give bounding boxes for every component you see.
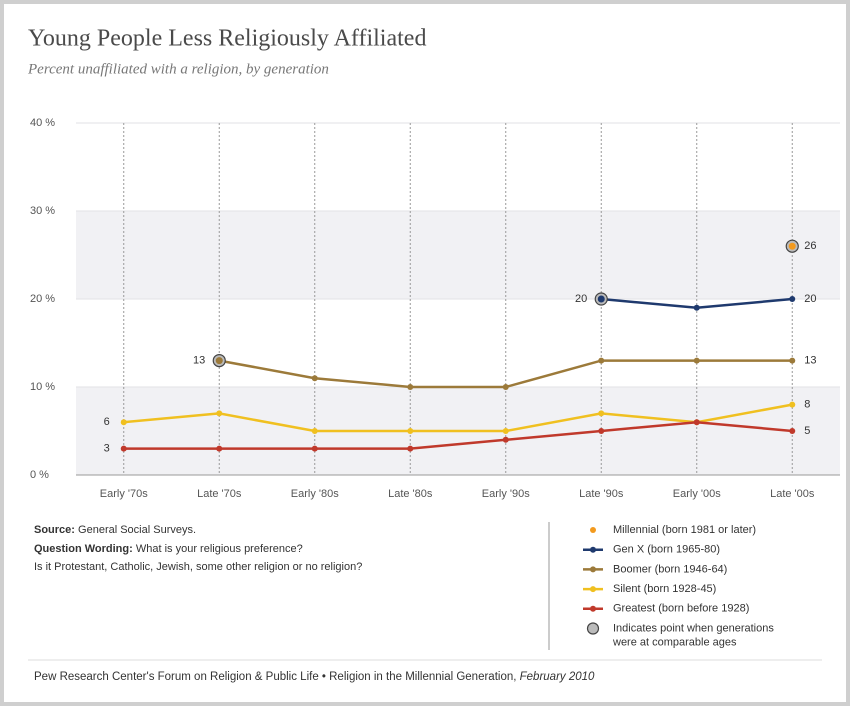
- point: [407, 428, 414, 434]
- legend-label: Boomer (born 1946-64): [613, 563, 727, 575]
- point: [789, 357, 796, 364]
- legend-label: Greatest (born before 1928): [613, 603, 749, 615]
- legend-label: Gen X (born 1965-80): [613, 544, 720, 556]
- point: [693, 304, 700, 311]
- legend-note: were at comparable ages: [612, 636, 737, 648]
- data-label: 26: [804, 240, 816, 252]
- x-tick-label: Early '80s: [291, 488, 339, 500]
- point: [789, 428, 796, 434]
- legend-note: Indicates point when generations: [613, 622, 774, 634]
- data-label: 20: [804, 293, 816, 305]
- legend-dot: [590, 586, 596, 593]
- source-note: Source: General Social Surveys.: [34, 524, 196, 536]
- series-line: [123, 420, 793, 450]
- question-text: What is your religious preference?: [136, 543, 303, 555]
- point: [693, 419, 700, 426]
- data-label: 8: [804, 399, 810, 411]
- point: [598, 357, 605, 364]
- data-label: 6: [104, 416, 110, 428]
- footer-date: February 2010: [520, 671, 595, 683]
- point: [407, 445, 414, 452]
- point: [502, 384, 509, 390]
- question-note: Question Wording: What is your religious…: [34, 543, 303, 555]
- series-line: [123, 403, 793, 433]
- chart-subtitle: Percent unaffiliated with a religion, by…: [27, 61, 329, 77]
- point: [407, 384, 414, 390]
- x-tick-label: Late '80s: [388, 488, 433, 500]
- point: [598, 410, 605, 417]
- point: [216, 410, 223, 417]
- question-text: Is it Protestant, Catholic, Jewish, some…: [34, 561, 362, 573]
- y-tick-label: 30 %: [30, 205, 55, 217]
- legend-dot: [590, 546, 596, 553]
- point: [788, 242, 796, 250]
- point: [120, 419, 127, 426]
- legend-dot: [590, 605, 596, 612]
- legend-ring: [586, 622, 600, 635]
- legend-dot: [590, 566, 596, 573]
- data-label: 20: [575, 293, 587, 305]
- band: [76, 211, 840, 299]
- y-tick-label: 20 %: [30, 293, 55, 305]
- y-tick-label: 40 %: [30, 117, 55, 129]
- x-tick-label: Late '00s: [770, 488, 815, 500]
- y-tick-label: 10 %: [30, 381, 55, 393]
- point: [789, 296, 796, 302]
- chart-title: Young People Less Religiously Affiliated: [28, 26, 426, 52]
- point: [502, 428, 509, 434]
- footer: Pew Research Center's Forum on Religion …: [34, 671, 595, 683]
- point: [311, 375, 318, 382]
- data-label: 13: [193, 355, 205, 367]
- x-tick-label: Early '00s: [673, 488, 721, 500]
- point: [311, 428, 318, 434]
- question-label: Question Wording:: [34, 543, 133, 555]
- x-tick-label: Early '90s: [482, 488, 530, 500]
- legend-dot: [590, 527, 596, 533]
- x-tick-label: Late '90s: [579, 488, 624, 500]
- point: [120, 445, 127, 452]
- data-label: 3: [104, 443, 110, 455]
- point: [502, 436, 509, 443]
- x-tick-label: Late '70s: [197, 488, 242, 500]
- point: [216, 445, 223, 452]
- legend-label: Silent (born 1928-45): [613, 583, 716, 595]
- point: [597, 295, 605, 303]
- point: [215, 357, 223, 365]
- legend-label: Millennial (born 1981 or later): [613, 524, 756, 536]
- source-label: Source:: [34, 524, 75, 536]
- point: [789, 401, 796, 408]
- data-label: 5: [804, 425, 810, 437]
- y-tick-label: 0 %: [30, 469, 49, 481]
- data-label: 13: [804, 355, 816, 367]
- footer-text: Pew Research Center's Forum on Religion …: [34, 671, 516, 683]
- x-tick-label: Early '70s: [100, 488, 148, 500]
- point: [693, 357, 700, 364]
- point: [598, 428, 605, 434]
- source-text: General Social Surveys.: [78, 524, 196, 536]
- point: [311, 445, 318, 452]
